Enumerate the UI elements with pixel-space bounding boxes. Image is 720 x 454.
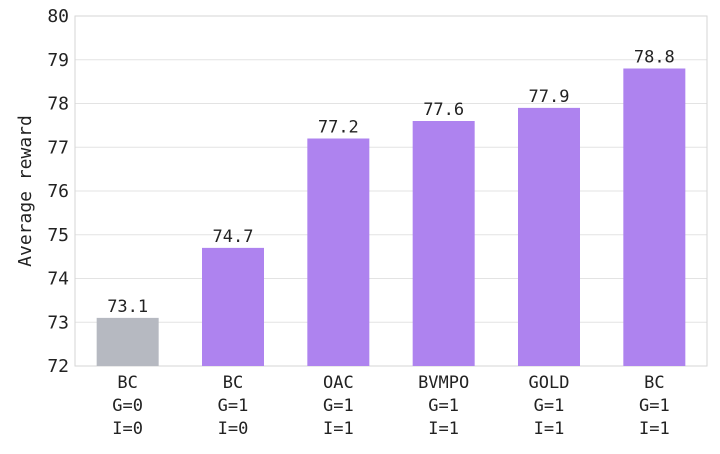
bar <box>412 121 475 366</box>
y-tick-label: 77 <box>47 137 69 158</box>
x-category-label: BVMPO <box>418 373 469 393</box>
bar-value-label: 74.7 <box>213 227 254 247</box>
x-category-label: G=0 <box>112 396 143 416</box>
x-category-label: G=1 <box>534 396 565 416</box>
y-tick-label: 75 <box>47 225 69 246</box>
y-tick-label: 74 <box>47 269 69 290</box>
x-category-label: G=1 <box>639 396 670 416</box>
bar <box>202 247 264 366</box>
bar-value-label: 77.2 <box>318 118 359 138</box>
bar <box>623 68 686 366</box>
x-category-label: G=1 <box>218 396 249 416</box>
x-category-label: G=1 <box>323 396 354 416</box>
y-tick-label: 72 <box>47 356 69 377</box>
x-category-label: BC <box>223 373 243 393</box>
data-labels: 73.1 74.7 77.2 77.6 77.9 78.8 <box>107 48 675 317</box>
x-category-label: GOLD <box>529 373 570 393</box>
x-category-label: I=1 <box>323 419 354 439</box>
y-tick-label: 73 <box>47 312 69 333</box>
y-tick-label: 76 <box>47 181 69 202</box>
x-category-label: I=1 <box>639 419 670 439</box>
x-category-label: I=0 <box>112 419 143 439</box>
x-category-label: BC <box>644 373 664 393</box>
bar <box>307 138 370 366</box>
x-category-label: I=1 <box>534 419 565 439</box>
x-category-label: OAC <box>323 373 354 393</box>
bar-value-label: 78.8 <box>634 48 675 68</box>
plot-frame <box>74 15 708 367</box>
gridlines <box>75 15 707 367</box>
y-tick-label: 80 <box>47 6 69 27</box>
bar <box>96 317 159 366</box>
x-category-label: BC <box>117 373 137 393</box>
x-axis-categories: BC G=0 I=0 BC G=1 I=0 OAC G=1 I=1 BVMPO G=1 I=1 GOLD… <box>112 373 669 439</box>
y-tick-label: 78 <box>47 94 69 115</box>
bars <box>96 68 686 366</box>
x-category-label: I=0 <box>218 419 249 439</box>
bar-value-label: 73.1 <box>107 297 148 317</box>
y-axis-label: Average reward <box>15 115 36 267</box>
bar <box>518 107 580 366</box>
bar-value-label: 77.9 <box>529 87 570 107</box>
bar-value-label: 77.6 <box>423 100 464 120</box>
x-category-label: I=1 <box>428 419 459 439</box>
y-axis-ticks: 72 73 74 75 76 77 78 79 80 <box>47 6 69 377</box>
y-tick-label: 79 <box>47 50 69 71</box>
x-category-label: G=1 <box>428 396 459 416</box>
